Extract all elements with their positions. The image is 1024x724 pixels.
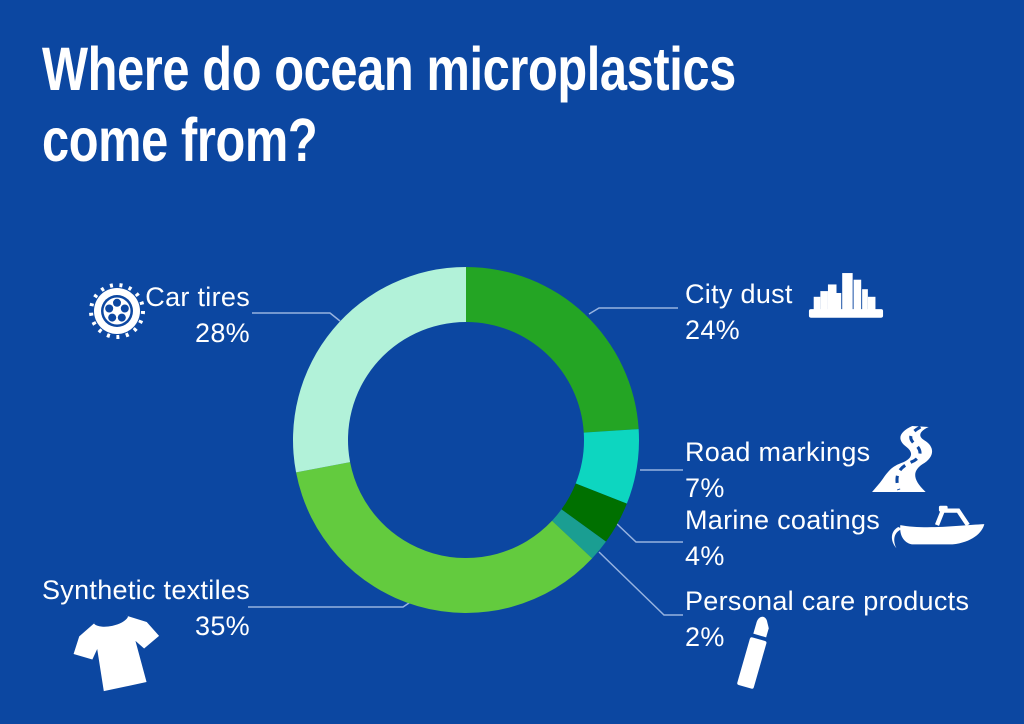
legend-marine-coatings: Marine coatings 4%: [685, 502, 880, 574]
legend-personal-care-products-label: Personal care products: [685, 586, 970, 616]
boat-icon: [891, 505, 985, 549]
legend-car-tires-value: 28%: [195, 318, 250, 348]
legend-city-dust: City dust 24%: [685, 276, 793, 348]
legend-road-markings-value: 7%: [685, 473, 725, 503]
title-line-2: come from?: [42, 106, 318, 174]
legend-synthetic-textiles-label: Synthetic textiles: [42, 575, 250, 605]
legend-city-dust-value: 24%: [685, 315, 740, 345]
legend-road-markings-label: Road markings: [685, 437, 871, 467]
title-line-1: Where do ocean microplastics: [42, 35, 736, 103]
legend-personal-care-products: Personal care products 2%: [685, 583, 969, 655]
legend-synthetic-textiles-value: 35%: [195, 611, 250, 641]
legend-car-tires: Car tires 28%: [100, 279, 250, 351]
lipstick-icon: [737, 616, 769, 689]
donut-segment-city-dust: [466, 267, 639, 433]
page-title: Where do ocean microplastics come from?: [42, 34, 909, 176]
legend-car-tires-label: Car tires: [145, 282, 250, 312]
legend-city-dust-label: City dust: [685, 279, 793, 309]
legend-marine-coatings-value: 4%: [685, 541, 725, 571]
legend-synthetic-textiles: Synthetic textiles 35%: [40, 572, 250, 644]
city-icon: [808, 273, 884, 318]
legend-marine-coatings-label: Marine coatings: [685, 505, 881, 535]
tire-icon: [89, 283, 145, 339]
legend-personal-care-products-value: 2%: [685, 622, 725, 652]
road-icon: [872, 426, 933, 492]
donut-segment-marine-coatings: [561, 483, 627, 542]
donut-chart: [293, 267, 639, 613]
donut-segment-car-tires: [293, 267, 466, 473]
donut-segment-synthetic-textiles: [296, 462, 593, 613]
tshirt-icon: [73, 614, 160, 692]
legend-road-markings: Road markings 7%: [685, 434, 870, 506]
donut-segment-personal-care-products: [552, 509, 606, 559]
donut-segment-road-markings: [575, 429, 639, 504]
